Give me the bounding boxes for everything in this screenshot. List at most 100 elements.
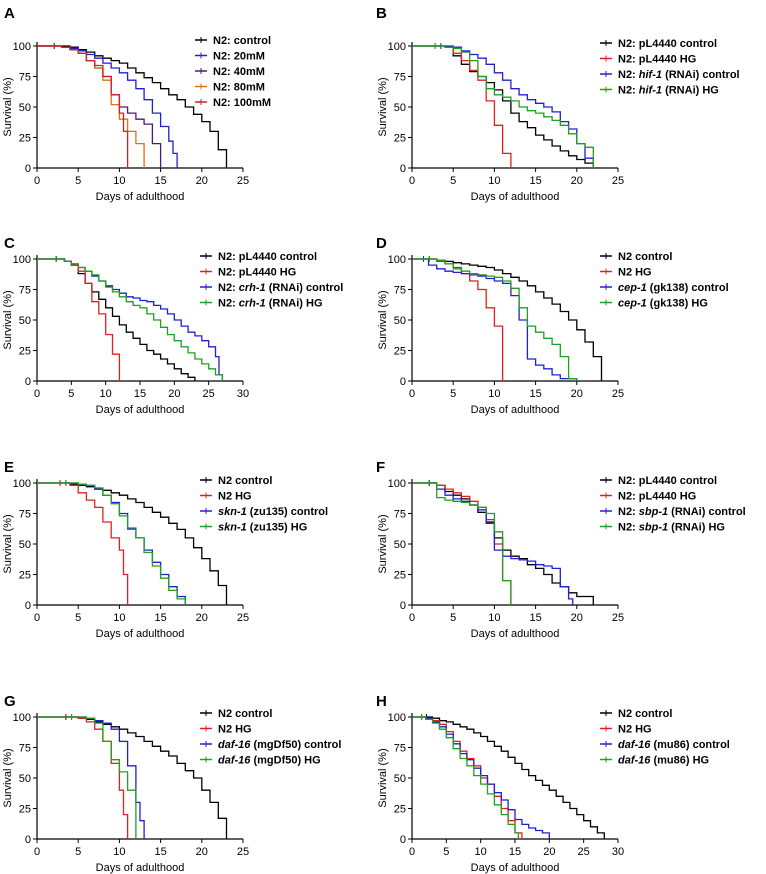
legend-label-part: N2: bbox=[218, 282, 239, 294]
legend-label: N2: hif-1 (RNAi) control bbox=[618, 69, 740, 81]
y-axis-title: Survival (%) bbox=[2, 514, 14, 573]
legend-label-part: daf-16 bbox=[218, 739, 251, 751]
y-tick-label: 25 bbox=[394, 346, 406, 358]
legend-label-part: (mgDf50) HG bbox=[250, 755, 320, 767]
legend-label-part: crh-1 bbox=[239, 282, 266, 294]
legend-label: skn-1 (zu135) HG bbox=[218, 522, 307, 534]
panel-letter: C bbox=[4, 235, 15, 252]
legend-label-part: (mgDf50) control bbox=[250, 739, 341, 751]
legend-label: N2: crh-1 (RNAi) control bbox=[218, 282, 343, 294]
x-tick-label: 10 bbox=[475, 846, 487, 858]
legend-label: N2 HG bbox=[618, 724, 652, 736]
x-tick-label: 30 bbox=[612, 846, 624, 858]
legend-label: skn-1 (zu135) control bbox=[218, 506, 328, 518]
y-axis-title: Survival (%) bbox=[2, 77, 14, 136]
x-tick-label: 0 bbox=[409, 612, 415, 624]
x-tick-label: 20 bbox=[196, 612, 208, 624]
y-tick-label: 100 bbox=[388, 254, 406, 266]
legend-label-part: N2: 80mM bbox=[213, 82, 265, 94]
legend-label-part: daf-16 bbox=[218, 755, 251, 767]
legend-label-part: N2: control bbox=[213, 35, 271, 47]
x-tick-label: 0 bbox=[34, 175, 40, 187]
survival-curve bbox=[37, 258, 224, 381]
y-tick-label: 0 bbox=[400, 163, 406, 175]
x-tick-label: 25 bbox=[237, 846, 249, 858]
x-tick-label: 10 bbox=[113, 612, 125, 624]
panel-letter: A bbox=[4, 5, 15, 22]
survival-curve bbox=[37, 45, 228, 168]
x-tick-label: 5 bbox=[450, 388, 456, 400]
y-tick-label: 75 bbox=[394, 72, 406, 84]
y-axis-title: Survival (%) bbox=[377, 748, 389, 807]
y-tick-label: 100 bbox=[13, 712, 31, 724]
legend-label-part: (mu86) HG bbox=[650, 755, 709, 767]
x-tick-label: 20 bbox=[196, 175, 208, 187]
legend-label-part: crh-1 bbox=[239, 298, 266, 310]
y-tick-label: 25 bbox=[394, 804, 406, 816]
legend-label-part: N2: pL4440 control bbox=[218, 251, 317, 263]
y-axis-title: Survival (%) bbox=[2, 290, 14, 349]
survival-curve bbox=[412, 716, 520, 839]
legend-label: N2 control bbox=[218, 708, 272, 720]
x-tick-label: 5 bbox=[75, 846, 81, 858]
y-tick-label: 75 bbox=[394, 285, 406, 297]
x-tick-label: 20 bbox=[196, 846, 208, 858]
legend-label-part: (RNAi) control bbox=[668, 506, 746, 518]
x-axis-title: Days of adulthood bbox=[96, 862, 185, 874]
y-tick-label: 25 bbox=[19, 133, 31, 145]
panel-letter: H bbox=[376, 693, 387, 710]
legend-label: N2 HG bbox=[218, 724, 252, 736]
legend-label-part: N2: bbox=[618, 85, 639, 97]
x-tick-label: 0 bbox=[409, 388, 415, 400]
x-tick-label: 10 bbox=[113, 846, 125, 858]
legend-label: daf-16 (mu86) control bbox=[618, 739, 730, 751]
x-tick-label: 20 bbox=[571, 612, 583, 624]
y-tick-label: 25 bbox=[394, 570, 406, 582]
legend-label-part: N2: pL4440 HG bbox=[618, 491, 696, 503]
legend-label: N2: pL4440 control bbox=[218, 251, 317, 263]
y-tick-label: 0 bbox=[400, 834, 406, 846]
survival-curve bbox=[412, 716, 550, 839]
legend-label-part: (mu86) control bbox=[650, 739, 729, 751]
y-tick-label: 100 bbox=[388, 41, 406, 53]
panel-letter: E bbox=[4, 459, 14, 476]
legend-label-part: (RNAi) HG bbox=[266, 298, 323, 310]
y-tick-label: 50 bbox=[19, 102, 31, 114]
legend-label: N2 HG bbox=[218, 491, 252, 503]
legend-label: N2: pL4440 control bbox=[618, 475, 717, 487]
panel-letter: G bbox=[4, 693, 16, 710]
legend-label: N2: sbp-1 (RNAi) HG bbox=[618, 522, 725, 534]
y-tick-label: 50 bbox=[19, 315, 31, 327]
y-axis-title: Survival (%) bbox=[377, 290, 389, 349]
legend-label-part: N2: bbox=[618, 506, 639, 518]
legend-label-part: N2: bbox=[618, 69, 639, 81]
x-tick-label: 0 bbox=[409, 846, 415, 858]
y-tick-label: 75 bbox=[19, 509, 31, 521]
x-tick-label: 0 bbox=[34, 612, 40, 624]
legend-label: N2 control bbox=[618, 708, 672, 720]
y-tick-label: 100 bbox=[13, 478, 31, 490]
x-tick-label: 15 bbox=[509, 846, 521, 858]
y-tick-label: 0 bbox=[25, 834, 31, 846]
y-tick-label: 25 bbox=[19, 570, 31, 582]
panel-c: C 0 25 50 75 100 0 5 10 15 20 25 30 Days of adulthood… bbox=[2, 235, 343, 416]
x-tick-label: 20 bbox=[543, 846, 555, 858]
y-tick-label: 75 bbox=[19, 285, 31, 297]
x-tick-label: 15 bbox=[529, 612, 541, 624]
panel-d: D 0 25 50 75 100 0 5 10 15 20 25 Days of adulthood Su… bbox=[376, 235, 729, 416]
survival-curve bbox=[37, 45, 178, 168]
survival-curve bbox=[412, 482, 574, 605]
legend-label-part: N2: pL4440 HG bbox=[218, 267, 296, 279]
x-tick-label: 20 bbox=[571, 175, 583, 187]
y-tick-label: 0 bbox=[25, 600, 31, 612]
legend-label-part: N2: pL4440 control bbox=[618, 475, 717, 487]
legend-label-part: (zu135) HG bbox=[247, 522, 308, 534]
y-axis-title: Survival (%) bbox=[377, 77, 389, 136]
y-tick-label: 0 bbox=[400, 376, 406, 388]
legend-label-part: (RNAi) HG bbox=[668, 522, 725, 534]
legend-label-part: hif-1 bbox=[639, 69, 662, 81]
x-tick-label: 5 bbox=[68, 388, 74, 400]
legend-label-part: (gk138) HG bbox=[647, 298, 708, 310]
legend-label-part: daf-16 bbox=[618, 755, 651, 767]
legend-label-part: N2 HG bbox=[618, 267, 652, 279]
